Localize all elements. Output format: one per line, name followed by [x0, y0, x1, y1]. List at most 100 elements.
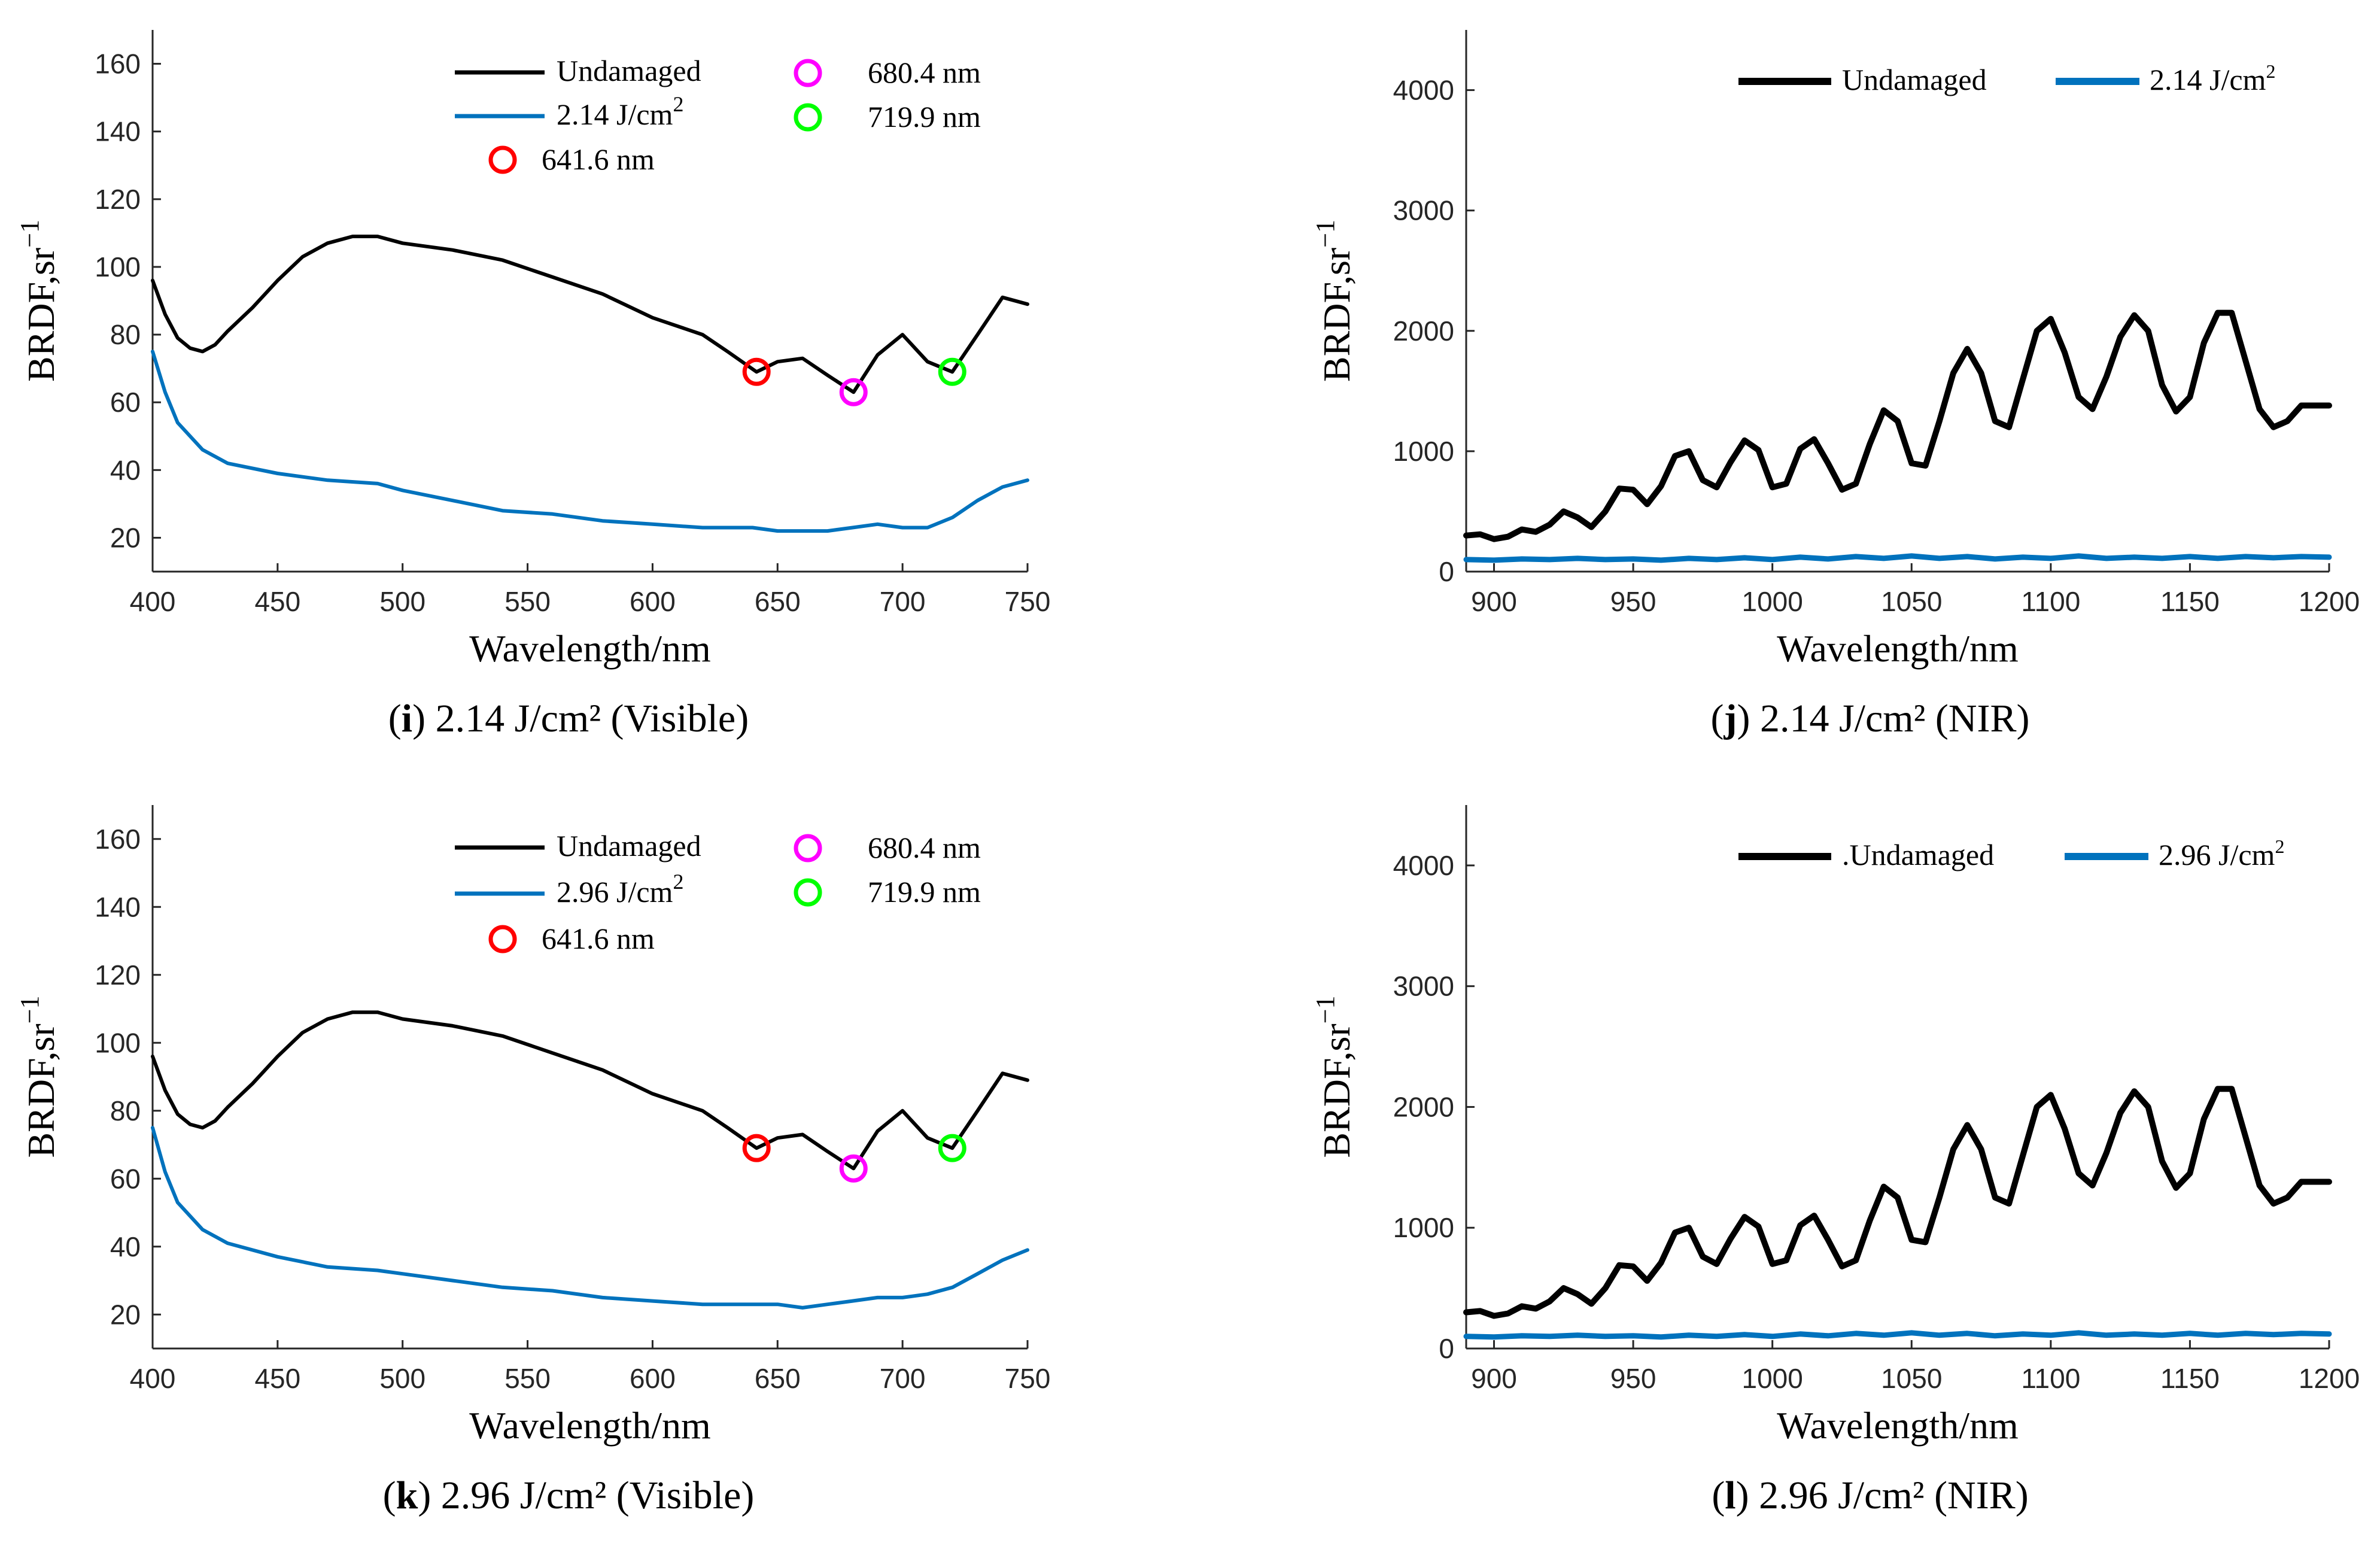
caption-text: 2.96 J/cm² (NIR): [1749, 1474, 2029, 1517]
legend-label: Undamaged: [557, 54, 701, 87]
legend-label-main: 2.14 J/cm: [557, 98, 673, 131]
y-tick-label: 80: [110, 1095, 141, 1126]
x-tick-label: 1100: [2021, 1363, 2080, 1394]
legend: Undamaged 2.14 J/cm2: [1738, 60, 2275, 96]
y-tick-label: 40: [110, 454, 141, 485]
legend-label: .Undamaged: [1842, 838, 1994, 871]
y-axis-label-exponent: −1: [15, 220, 44, 248]
x-tick-label: 600: [630, 586, 676, 617]
caption-paren-close: ): [1736, 1474, 1749, 1517]
y-tick-label: 40: [110, 1231, 141, 1262]
marker-6416-nm: [742, 1134, 771, 1162]
y-axis-label-main: BRDF,sr: [1315, 1023, 1358, 1158]
y-axis-label: BRDF,sr−1: [15, 220, 62, 382]
y-axis-label-exponent: −1: [15, 995, 44, 1023]
y-tick-label: 20: [110, 1299, 141, 1330]
x-tick-label: 900: [1471, 1363, 1517, 1394]
caption-letter: k: [396, 1474, 418, 1517]
caption-letter: j: [1723, 697, 1737, 740]
y-tick-label: 0: [1439, 556, 1454, 587]
legend-label-exponent: 2: [673, 870, 683, 894]
legend-label-exponent: 2: [2266, 60, 2275, 82]
y-tick-label: 120: [95, 959, 141, 991]
y-axis-label: BRDF,sr−1: [1311, 995, 1358, 1158]
y-tick-label: 140: [95, 891, 141, 922]
x-tick-label: 550: [504, 1363, 551, 1394]
marker-7199-nm: [938, 1134, 966, 1162]
legend: Undamaged 2.96 J/cm2 641.6 nm 680.4 nm 719.9…: [455, 829, 981, 955]
marker-6804-nm: [839, 1154, 868, 1183]
x-tick-label: 1050: [1881, 1363, 1942, 1394]
caption-l: (l) 2.96 J/cm² (NIR): [1712, 1474, 2028, 1517]
legend-label: Undamaged: [1842, 63, 1987, 96]
y-tick-label: 100: [95, 251, 141, 283]
legend-marker-6804-nm: [794, 59, 822, 87]
legend: .Undamaged 2.96 J/cm2: [1738, 836, 2284, 871]
caption-j: (j) 2.14 J/cm² (NIR): [1710, 697, 2029, 740]
x-tick-label: 450: [254, 1363, 300, 1394]
y-axis-label-main: BRDF,sr: [20, 248, 62, 382]
legend-label: 2.14 J/cm2: [557, 92, 683, 131]
x-axis-label: Wavelength/nm: [1777, 627, 2019, 670]
caption-letter: i: [402, 697, 412, 740]
caption-k: (k) 2.96 J/cm² (Visible): [383, 1474, 755, 1517]
y-tick-label: 120: [95, 184, 141, 215]
series-line-undamaged: [151, 1010, 1029, 1171]
y-tick-label: 4000: [1393, 850, 1454, 881]
legend-label: 641.6 nm: [542, 142, 655, 176]
caption-paren-open: (: [1712, 1474, 1725, 1517]
x-tick-label: 1200: [2299, 586, 2360, 617]
x-tick-label: 400: [130, 1363, 176, 1394]
x-tick-label: 1100: [2021, 586, 2080, 617]
y-tick-label: 60: [110, 1163, 141, 1194]
y-axis-label-exponent: −1: [1311, 220, 1340, 248]
x-tick-label: 1000: [1742, 1363, 1803, 1394]
series-line-undamaged: [1463, 309, 2332, 542]
legend-marker-6804-nm: [794, 834, 822, 862]
legend-marker-641-nm: [488, 145, 517, 174]
series-line-undamaged: [151, 235, 1029, 394]
legend-label-main: Undamaged: [557, 829, 701, 862]
legend-label-main: Undamaged: [557, 54, 701, 87]
legend-label-main: 2.96 J/cm: [2159, 838, 2275, 871]
legend-marker-641-nm: [488, 925, 517, 953]
x-tick-label: 700: [880, 1363, 926, 1394]
legend-label: Undamaged: [557, 829, 701, 862]
y-axis-label-exponent: −1: [1311, 995, 1340, 1023]
y-axis-label-main: BRDF,sr: [1315, 248, 1358, 382]
legend-label-main: 2.14 J/cm: [2150, 63, 2266, 96]
marker-6804-nm: [839, 378, 868, 406]
legend-label: 2.96 J/cm2: [2159, 836, 2284, 871]
chart-l: 900 950 1000 1050 1100 1150 1200 0 1000 2000 3000 4…: [1311, 805, 2360, 1517]
y-tick-label: 4000: [1393, 75, 1454, 106]
x-tick-label: 500: [379, 1363, 425, 1394]
x-axis-label: Wavelength/nm: [469, 627, 711, 670]
caption-paren-open: (: [383, 1474, 396, 1517]
legend-label-exponent: 2: [2275, 836, 2284, 857]
caption-i: (i) 2.14 J/cm² (Visible): [388, 697, 749, 740]
x-tick-label: 650: [755, 1363, 801, 1394]
x-tick-label: 950: [1610, 586, 1656, 617]
x-tick-label: 1150: [2160, 586, 2220, 617]
y-tick-label: 160: [95, 48, 141, 80]
y-tick-label: 2000: [1393, 315, 1454, 347]
y-tick-label: 1000: [1393, 1212, 1454, 1243]
legend-label: 719.9 nm: [868, 875, 981, 909]
y-tick-label: 140: [95, 116, 141, 147]
legend: Undamaged 2.14 J/cm2 641.6 nm 680.4 nm 719.9…: [455, 54, 981, 176]
y-tick-label: 3000: [1393, 971, 1454, 1002]
series-line-damaged: [151, 1126, 1029, 1310]
series-line-damaged: [1463, 1330, 2332, 1340]
legend-label-main: 2.96 J/cm: [557, 875, 673, 909]
y-tick-label: 3000: [1393, 195, 1454, 226]
x-tick-label: 1000: [1742, 586, 1803, 617]
y-tick-label: 160: [95, 824, 141, 855]
x-tick-label: 450: [254, 586, 300, 617]
legend-label: 719.9 nm: [868, 100, 981, 133]
x-tick-label: 1150: [2160, 1363, 2220, 1394]
x-tick-label: 550: [504, 586, 551, 617]
y-tick-label: 2000: [1393, 1091, 1454, 1122]
caption-text: 2.14 J/cm² (NIR): [1750, 697, 2029, 740]
caption-paren-close: ): [418, 1474, 431, 1517]
